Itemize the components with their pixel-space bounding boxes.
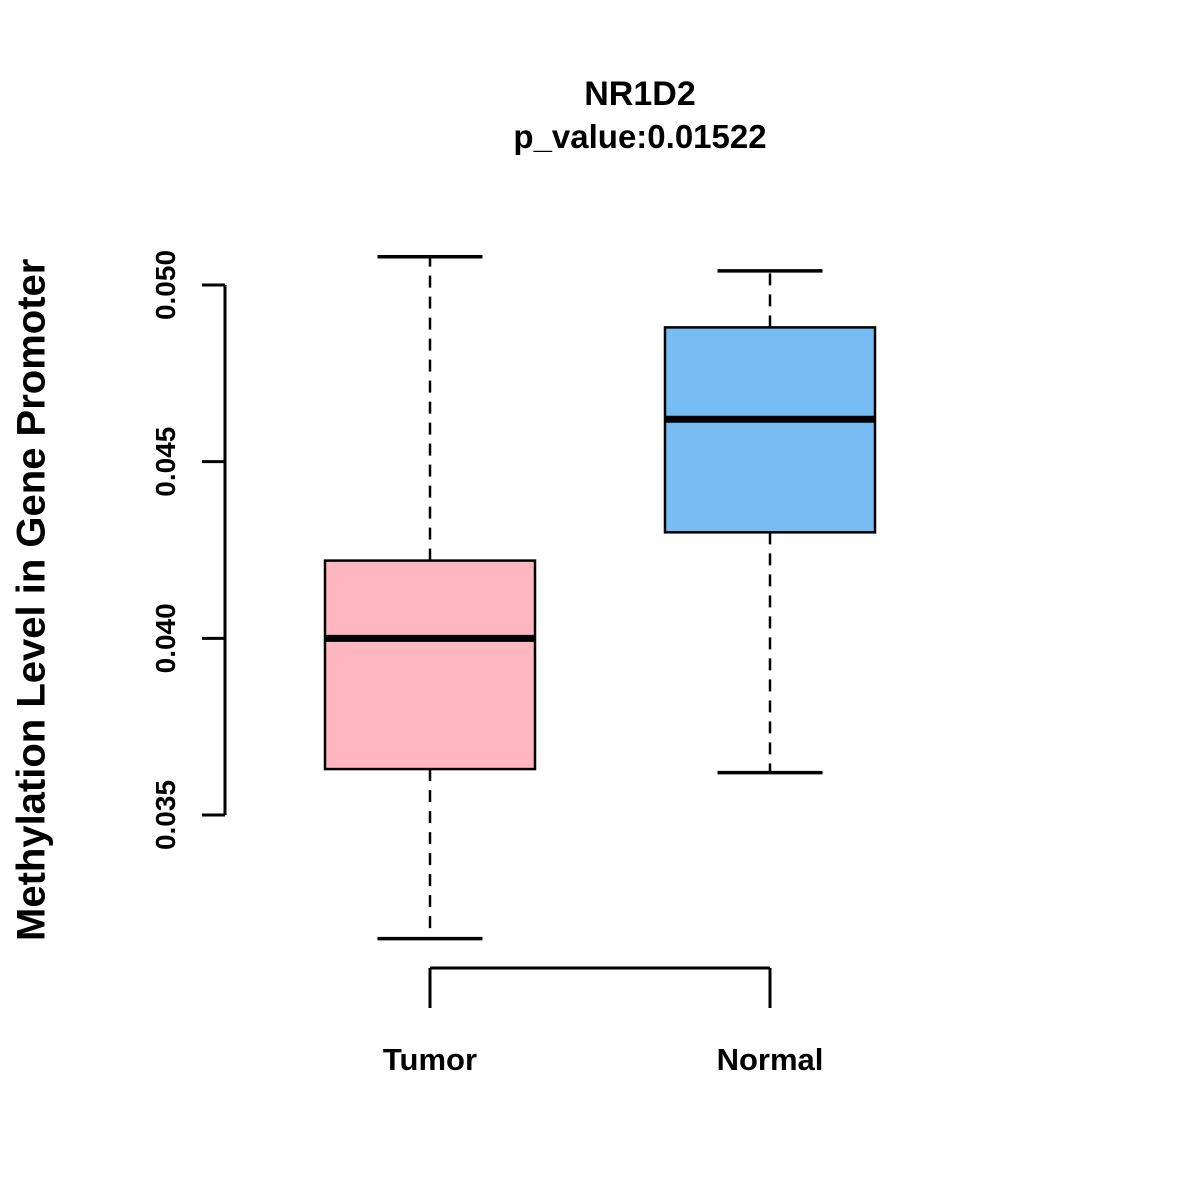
box-normal (663, 326, 877, 534)
y-tick-label: 0.045 (150, 427, 181, 497)
chart-title: NR1D2 (584, 75, 696, 113)
y-tick-label: 0.035 (150, 780, 181, 850)
x-label-normal: Normal (717, 1042, 824, 1077)
chart-subtitle-pvalue: p_value:0.01522 (513, 118, 767, 155)
y-tick-label: 0.050 (150, 250, 181, 320)
box-tumor (323, 559, 537, 771)
x-label-tumor: Tumor (383, 1042, 477, 1077)
y-tick-label: 0.040 (150, 603, 181, 673)
